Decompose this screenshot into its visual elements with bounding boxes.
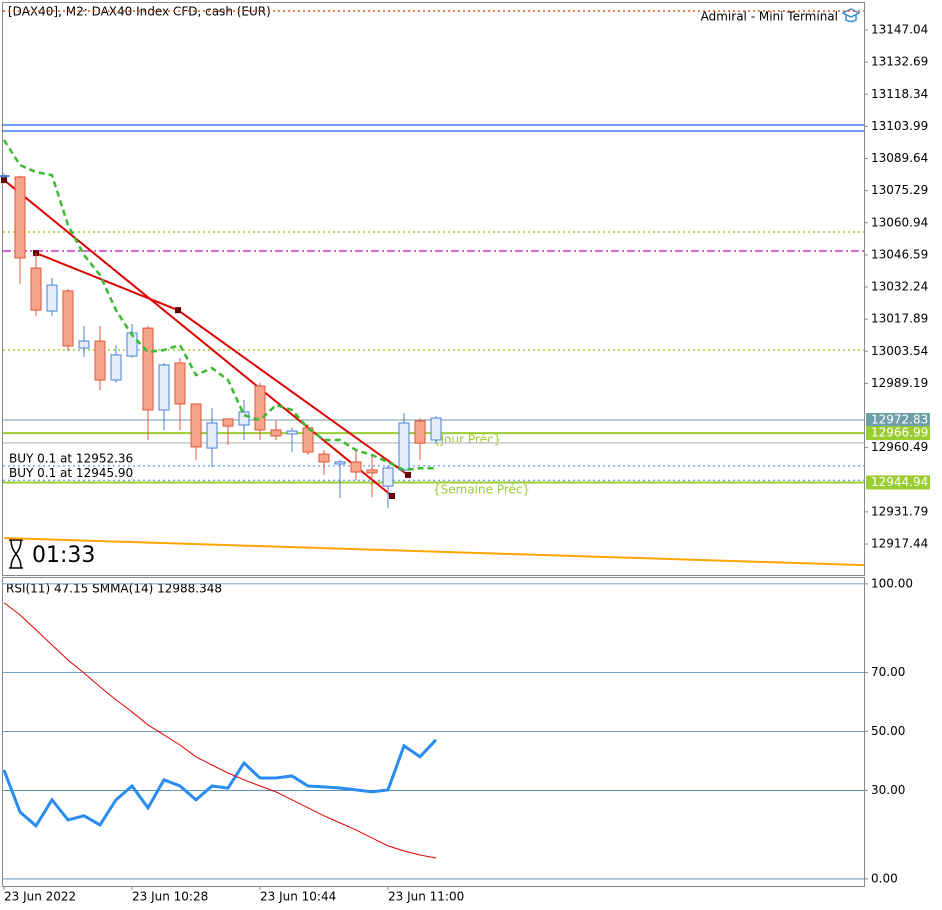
candle-body <box>254 385 266 431</box>
candle-body <box>430 417 442 441</box>
y-tick-label: 13032.24 <box>871 280 928 294</box>
candle-body <box>238 411 250 426</box>
trend-anchor <box>175 307 181 314</box>
level-note: {Semaine Préc} <box>433 483 530 497</box>
candle-body <box>158 364 170 411</box>
y-tick-label: 13075.29 <box>871 183 928 197</box>
hourglass-icon <box>9 539 23 569</box>
y-tick-label: 13118.34 <box>871 87 928 101</box>
candle-body <box>270 429 282 437</box>
y-tick-label: 13046.59 <box>871 247 928 261</box>
timer: 01:33 <box>32 543 95 568</box>
y-tick-label: 13017.89 <box>871 312 928 326</box>
price-tag <box>866 413 930 428</box>
y-tick-label: 13089.64 <box>871 151 928 165</box>
price-tag-label: 12972.83 <box>871 413 928 427</box>
candle-body <box>30 267 42 311</box>
y-tick-label: 13003.54 <box>871 344 928 358</box>
x-tick-label: 23 Jun 2022 <box>4 890 76 904</box>
price-tag-label: 12944.94 <box>871 475 928 489</box>
order-label: BUY 0.1 at 12952.36 <box>9 451 133 465</box>
y-tick-label: 30.00 <box>871 783 905 797</box>
trend-line <box>3 537 865 567</box>
candle-body <box>222 418 234 427</box>
y-tick-label: 100.00 <box>871 576 913 590</box>
indicator-line <box>3 602 437 859</box>
candle-body <box>62 290 74 347</box>
rsi-title: RSI(11) 47.15 SMMA(14) 12988.348 <box>6 582 222 596</box>
candle-body <box>318 453 330 463</box>
candle-body <box>94 340 106 381</box>
main-panel <box>2 2 865 576</box>
candle-body <box>190 403 202 448</box>
candle-body <box>350 461 362 473</box>
candle-body <box>366 469 378 474</box>
indicator-line <box>2 738 438 829</box>
y-tick-label: 70.00 <box>871 665 905 679</box>
trend-anchor <box>389 492 395 499</box>
candle-body <box>286 430 298 435</box>
candle-body <box>398 422 410 471</box>
y-tick-label: 0.00 <box>871 871 898 885</box>
candle-body <box>110 354 122 381</box>
y-tick-label: 13147.04 <box>871 22 928 36</box>
y-tick-label: 12989.19 <box>871 376 928 390</box>
candle-body <box>206 422 218 449</box>
rsi-panel <box>2 577 865 887</box>
x-tick-label: 23 Jun 10:28 <box>132 890 208 904</box>
candle-body <box>14 176 26 259</box>
x-tick-label: 23 Jun 11:00 <box>388 890 464 904</box>
candle-body <box>174 362 186 405</box>
order-label: BUY 0.1 at 12945.90 <box>9 466 133 480</box>
level-note: {Jour Préc} <box>433 433 501 447</box>
y-tick-label: 13132.69 <box>871 55 928 69</box>
price-tag <box>866 475 930 490</box>
candle-body <box>382 467 394 487</box>
candle-body <box>78 340 90 349</box>
moving-average <box>2 139 436 472</box>
candle-body <box>414 420 426 444</box>
x-tick-label: 23 Jun 10:44 <box>260 890 336 904</box>
price-tag <box>866 426 930 441</box>
y-tick-label: 12960.49 <box>871 440 928 454</box>
candle-body <box>0 175 10 178</box>
y-tick-label: 50.00 <box>871 724 905 738</box>
candle-body <box>334 461 346 465</box>
brand: Admiral - Mini Terminal <box>701 10 838 24</box>
candle-body <box>46 284 58 312</box>
y-tick-label: 13103.99 <box>871 119 928 133</box>
y-tick-label: 13060.94 <box>871 215 928 229</box>
trend-line <box>3 179 393 497</box>
price-tag-label: 12966.99 <box>871 426 928 440</box>
candle-body <box>302 427 314 453</box>
candle-body <box>142 327 154 411</box>
trend-anchor <box>405 471 411 478</box>
trend-anchor <box>1 177 7 184</box>
y-tick-label: 12917.44 <box>871 537 928 551</box>
y-tick-label: 12931.79 <box>871 504 928 518</box>
